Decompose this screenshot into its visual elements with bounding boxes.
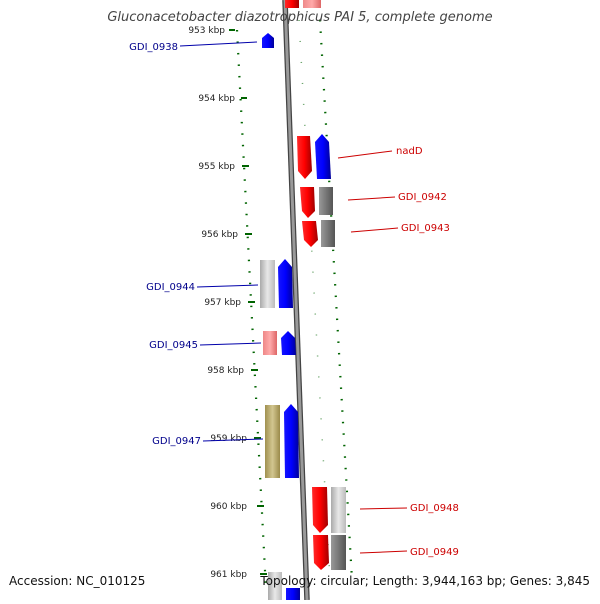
gene-arrow-nadD-blue <box>315 134 331 179</box>
gene-label-GDI_0943[interactable]: GDI_0943 <box>401 223 450 234</box>
tick-label-960: 960 kbp <box>210 502 247 512</box>
gene-arrow-GDI_0949-gray <box>331 535 346 570</box>
tick-label-959: 959 kbp <box>210 434 247 444</box>
gene-arrow-top-red <box>285 0 299 8</box>
genome-title: Gluconacetobacter diazotrophicus PAI 5, … <box>107 10 493 25</box>
gene-arrow-GDI_0948-gray <box>331 487 346 533</box>
gene-leader-lines <box>179 41 408 554</box>
tick-label-953: 953 kbp <box>188 26 225 36</box>
tick-label-957: 957 kbp <box>204 298 241 308</box>
tick-label-958: 958 kbp <box>207 366 244 376</box>
gene-arrow-GDI_0938 <box>262 33 274 48</box>
bottom-partial-genes <box>268 572 300 600</box>
gene-label-GDI_0945[interactable]: GDI_0945 <box>149 340 198 351</box>
gene-arrow-GDI_0943-gray <box>321 220 335 247</box>
gene-arrow-GDI_0945-blue <box>281 331 296 355</box>
backbone-strand <box>282 0 310 601</box>
gene-arrow-GDI_0945-pink <box>263 331 277 355</box>
accession-label: Accession: NC_010125 <box>9 574 146 588</box>
gene-arrow-GDI_0942-red <box>300 187 315 218</box>
gene-label-GDI_0949[interactable]: GDI_0949 <box>410 547 459 558</box>
tick-label-956: 956 kbp <box>201 230 238 240</box>
tick-label-955: 955 kbp <box>198 162 235 172</box>
gene-arrow-GDI_0944-blue <box>278 259 293 308</box>
gene-label-nadD[interactable]: nadD <box>396 146 423 157</box>
gene-arrow-GDI_0943-red <box>302 221 318 247</box>
scale-ticks <box>229 29 267 575</box>
gene-arrow-top-pink <box>303 0 321 8</box>
tick-label-954: 954 kbp <box>198 94 235 104</box>
gene-label-GDI_0938[interactable]: GDI_0938 <box>129 42 178 53</box>
topology-info: Topology: circular; Length: 3,944,163 bp… <box>260 574 590 588</box>
gene-arrow-GDI_0948-red <box>312 487 328 533</box>
gene-label-GDI_0948[interactable]: GDI_0948 <box>410 503 459 514</box>
gene-arrow-GDI_0947-blue <box>284 404 299 478</box>
gene-arrow-GDI_0947-olive <box>265 405 280 478</box>
scale-dots-outer <box>318 19 354 581</box>
gene-arrow-GDI_0944-gray <box>260 260 275 308</box>
gene-label-GDI_0944[interactable]: GDI_0944 <box>146 282 195 293</box>
scale-dots-inner <box>235 29 268 591</box>
gene-label-GDI_0947[interactable]: GDI_0947 <box>152 436 201 447</box>
gene-label-GDI_0942[interactable]: GDI_0942 <box>398 192 447 203</box>
top-partial-genes <box>285 0 321 8</box>
gene-arrow-nadD-red <box>297 136 312 179</box>
tick-label-961: 961 kbp <box>210 570 247 580</box>
gene-arrow-GDI_0949-red <box>313 535 329 570</box>
gene-arrow-GDI_0942-gray <box>319 187 333 215</box>
